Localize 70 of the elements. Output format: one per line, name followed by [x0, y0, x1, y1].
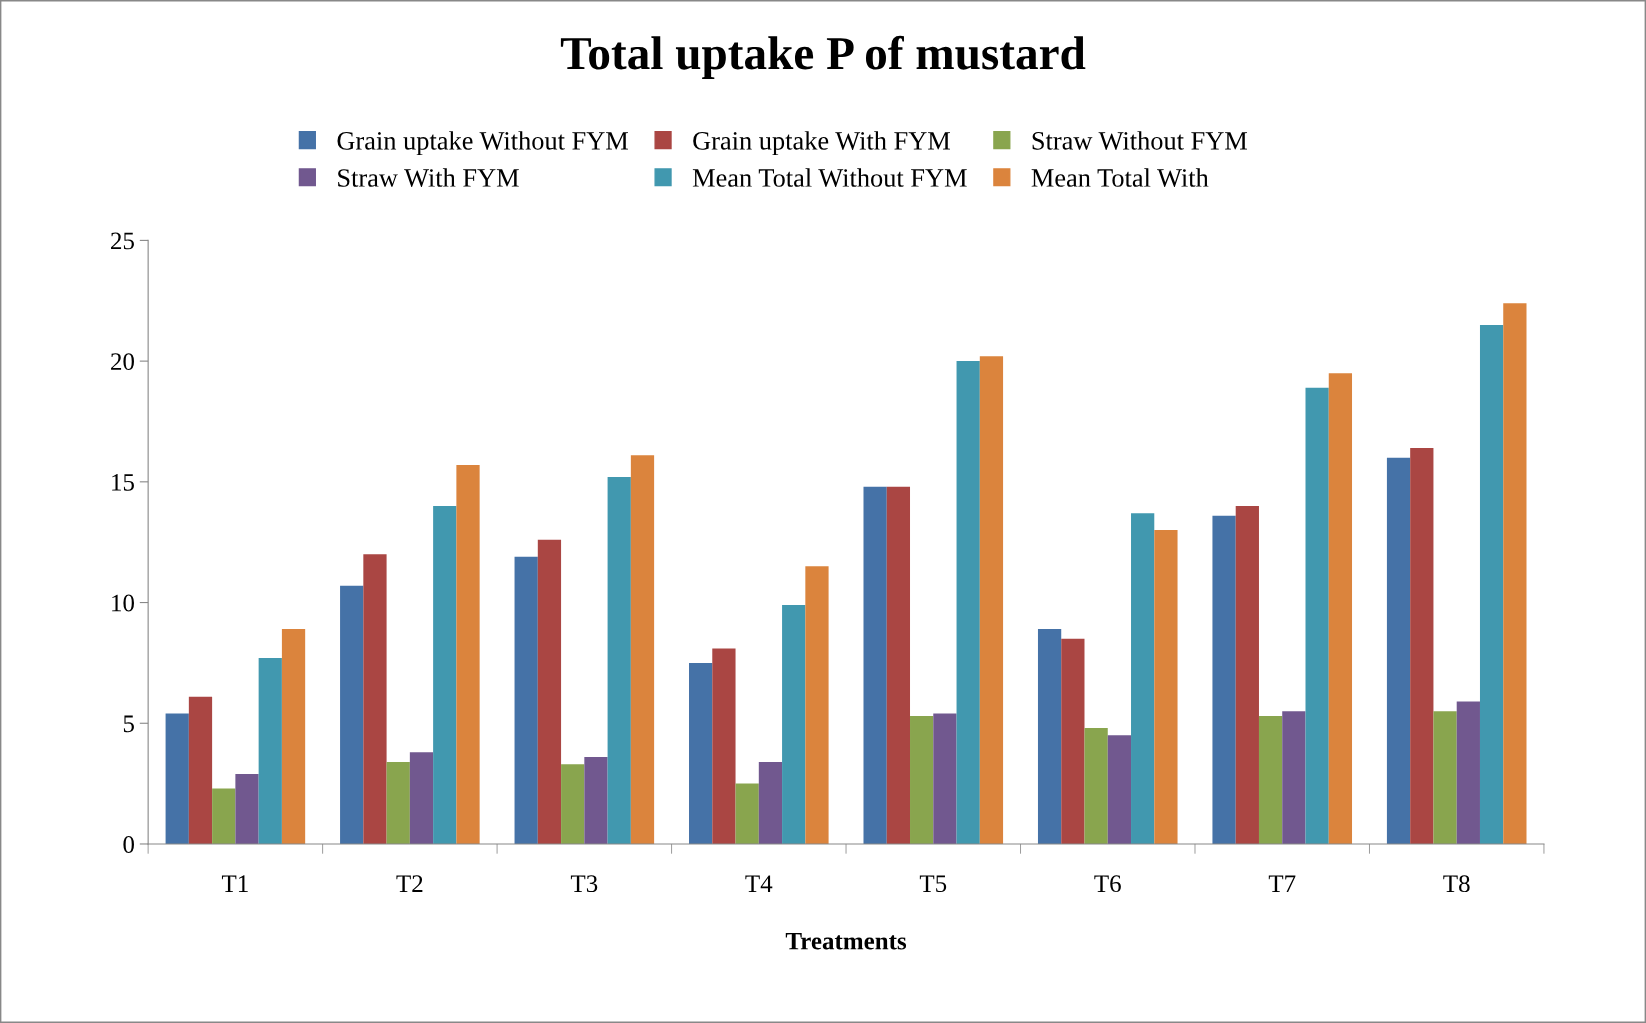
bar	[758, 761, 783, 844]
bar	[1154, 530, 1178, 844]
y-tick-label: 5	[123, 715, 134, 733]
bar	[188, 696, 213, 844]
x-tick-label: T6	[1094, 875, 1121, 893]
x-tick-label: T3	[570, 875, 598, 893]
bar	[1328, 373, 1353, 844]
bar	[281, 629, 306, 844]
bar	[1479, 324, 1504, 844]
x-tick-label: T8	[1443, 875, 1470, 893]
legend-label: Mean Total With	[1031, 168, 1209, 187]
bar	[584, 757, 608, 844]
bar	[1107, 735, 1132, 844]
bar	[910, 716, 934, 844]
bar	[363, 554, 387, 844]
bar	[1410, 448, 1434, 844]
bar	[212, 788, 236, 844]
bar	[1212, 515, 1236, 844]
bar	[1305, 387, 1329, 844]
bar	[1131, 513, 1155, 844]
bar	[1258, 716, 1283, 844]
bar	[537, 539, 562, 844]
y-tick-label: 25	[111, 232, 134, 250]
bar	[886, 486, 911, 844]
bar	[607, 477, 631, 844]
bar	[979, 356, 1004, 844]
bar	[235, 773, 259, 844]
bar	[1433, 711, 1457, 844]
bar	[1282, 711, 1306, 844]
legend-label: Grain uptake Without FYM	[337, 131, 628, 156]
bar	[514, 556, 538, 844]
bar	[165, 713, 189, 844]
bar	[1235, 505, 1259, 844]
y-tick-label: 15	[112, 474, 134, 491]
bar	[933, 713, 957, 844]
bar	[1503, 303, 1527, 844]
y-tick-label: 20	[111, 353, 134, 371]
bar	[258, 658, 282, 844]
x-tick-label: T2	[396, 875, 423, 892]
bar	[456, 464, 480, 844]
x-tick-label: T5	[919, 875, 947, 893]
y-tick-label: 10	[112, 594, 134, 612]
legend-label: Mean Total Without FYM	[692, 168, 967, 187]
bar	[805, 566, 829, 844]
legend-label: Grain uptake With FYM	[693, 131, 950, 156]
bar	[689, 662, 713, 844]
x-tick-label: T7	[1268, 875, 1296, 892]
x-axis-title: Treatments	[785, 932, 907, 950]
bar	[956, 361, 980, 844]
bar	[409, 752, 434, 844]
bar	[1456, 701, 1480, 844]
x-tick-label: T4	[745, 875, 773, 892]
bar	[386, 761, 410, 844]
bar	[630, 455, 655, 844]
bar	[735, 783, 759, 844]
bar	[712, 648, 736, 844]
x-tick-label: T1	[221, 875, 248, 892]
legend-label: Straw Without FYM	[1032, 131, 1248, 150]
y-tick-label: 0	[123, 836, 134, 853]
bar	[1061, 638, 1085, 844]
bar	[1084, 728, 1108, 844]
legend-label: Straw With FYM	[338, 168, 519, 187]
bar	[340, 585, 364, 844]
chart-title: Total uptake P of mustard	[560, 35, 1086, 80]
bar	[433, 505, 457, 844]
bar	[1386, 457, 1411, 844]
bar	[863, 486, 887, 844]
bar	[561, 764, 585, 844]
bar	[782, 604, 806, 844]
bar	[1037, 629, 1062, 844]
